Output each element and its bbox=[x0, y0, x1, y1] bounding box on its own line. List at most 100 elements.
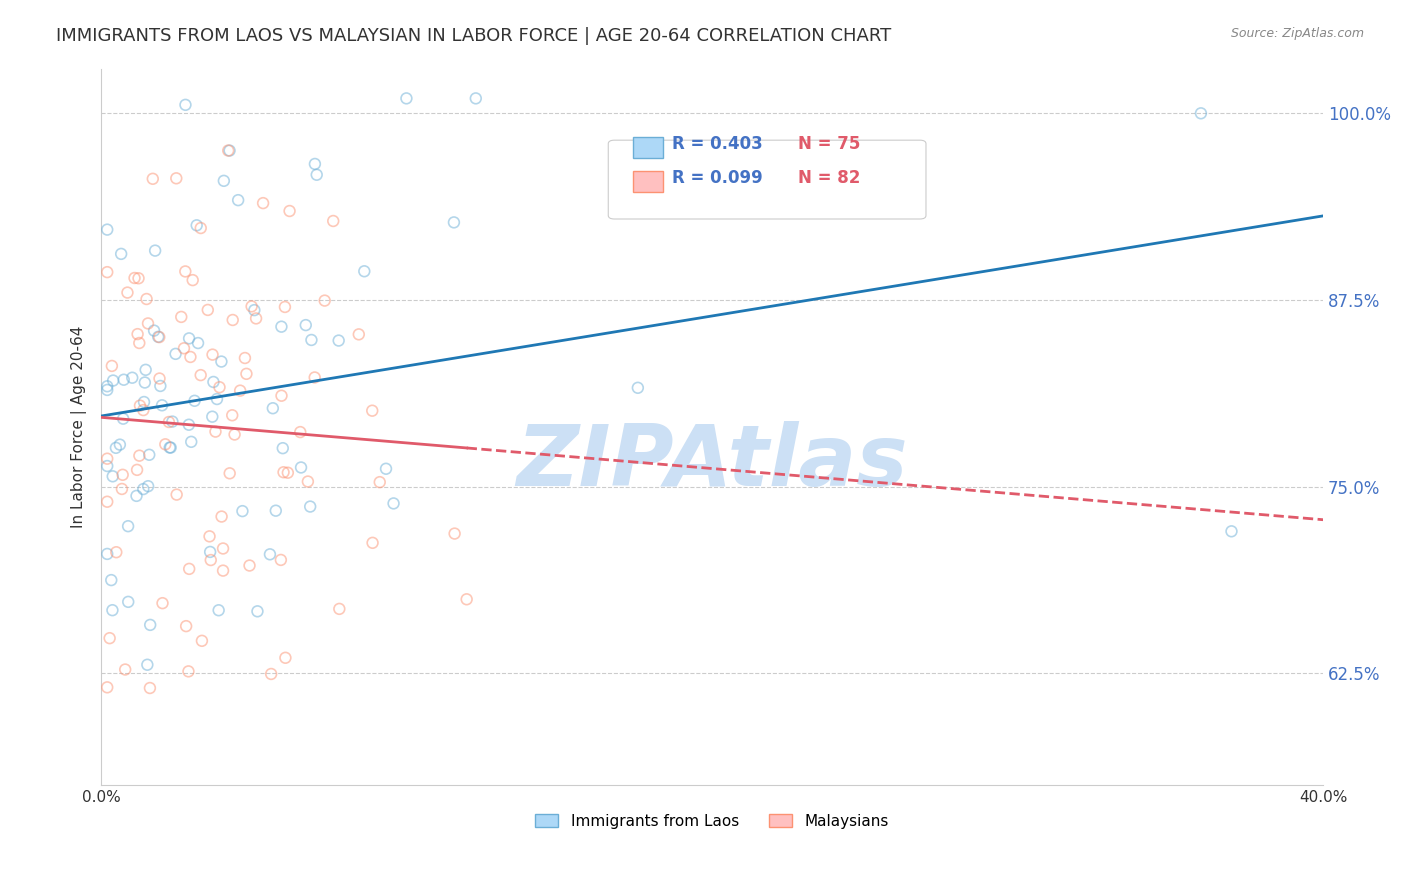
Malaysians bbox=[128, 271, 150, 285]
Malaysians bbox=[273, 465, 295, 479]
Malaysians bbox=[155, 437, 177, 451]
Immigrants from Laos bbox=[135, 363, 157, 377]
Malaysians bbox=[218, 467, 240, 481]
Text: N = 82: N = 82 bbox=[797, 169, 860, 187]
Malaysians bbox=[128, 336, 150, 351]
Immigrants from Laos bbox=[96, 383, 118, 397]
Immigrants from Laos bbox=[150, 398, 173, 412]
Malaysians bbox=[190, 221, 212, 235]
Immigrants from Laos bbox=[262, 401, 284, 416]
Immigrants from Laos bbox=[443, 215, 465, 229]
Malaysians bbox=[222, 313, 245, 327]
Immigrants from Laos bbox=[104, 441, 127, 455]
Immigrants from Laos bbox=[159, 441, 181, 455]
Malaysians bbox=[200, 553, 222, 567]
Malaysians bbox=[135, 292, 157, 306]
Malaysians bbox=[274, 300, 297, 314]
Malaysians bbox=[179, 350, 201, 364]
Malaysians bbox=[139, 681, 162, 695]
Malaysians bbox=[204, 425, 226, 439]
Immigrants from Laos bbox=[464, 91, 486, 105]
Immigrants from Laos bbox=[246, 604, 269, 618]
Malaysians bbox=[274, 650, 297, 665]
Immigrants from Laos bbox=[134, 376, 156, 390]
Immigrants from Laos bbox=[198, 545, 221, 559]
Immigrants from Laos bbox=[218, 144, 240, 158]
Immigrants from Laos bbox=[159, 441, 181, 455]
Malaysians bbox=[277, 466, 299, 480]
Malaysians bbox=[456, 592, 478, 607]
Immigrants from Laos bbox=[112, 411, 135, 425]
Immigrants from Laos bbox=[395, 91, 418, 105]
Immigrants from Laos bbox=[231, 504, 253, 518]
Malaysians bbox=[322, 214, 344, 228]
Immigrants from Laos bbox=[177, 331, 200, 345]
Text: R = 0.099: R = 0.099 bbox=[672, 169, 762, 187]
Malaysians bbox=[96, 451, 118, 466]
Immigrants from Laos bbox=[208, 603, 231, 617]
Immigrants from Laos bbox=[96, 547, 118, 561]
Malaysians bbox=[443, 526, 465, 541]
Malaysians bbox=[190, 368, 212, 383]
Malaysians bbox=[157, 415, 180, 429]
Immigrants from Laos bbox=[183, 393, 205, 408]
Immigrants from Laos bbox=[209, 354, 232, 368]
Immigrants from Laos bbox=[202, 375, 225, 389]
Malaysians bbox=[174, 619, 197, 633]
Malaysians bbox=[170, 310, 193, 324]
Malaysians bbox=[101, 359, 124, 373]
Malaysians bbox=[129, 399, 152, 413]
Malaysians bbox=[96, 494, 118, 508]
Immigrants from Laos bbox=[162, 415, 184, 429]
Malaysians bbox=[233, 351, 256, 365]
Malaysians bbox=[361, 536, 384, 550]
Immigrants from Laos bbox=[121, 370, 143, 384]
Malaysians bbox=[235, 367, 257, 381]
Malaysians bbox=[111, 467, 134, 482]
Immigrants from Laos bbox=[132, 482, 155, 496]
Malaysians bbox=[260, 667, 283, 681]
Immigrants from Laos bbox=[177, 417, 200, 432]
Immigrants from Laos bbox=[96, 379, 118, 393]
Malaysians bbox=[165, 171, 187, 186]
Malaysians bbox=[111, 482, 134, 496]
Malaysians bbox=[152, 596, 174, 610]
Malaysians bbox=[105, 545, 128, 559]
Immigrants from Laos bbox=[353, 264, 375, 278]
FancyBboxPatch shape bbox=[633, 171, 664, 193]
Malaysians bbox=[174, 264, 197, 278]
Immigrants from Laos bbox=[149, 379, 172, 393]
Immigrants from Laos bbox=[174, 98, 197, 112]
Malaysians bbox=[197, 302, 219, 317]
Malaysians bbox=[278, 204, 301, 219]
Immigrants from Laos bbox=[101, 603, 124, 617]
Immigrants from Laos bbox=[136, 479, 159, 493]
Malaysians bbox=[128, 449, 150, 463]
Text: R = 0.403: R = 0.403 bbox=[672, 135, 762, 153]
Malaysians bbox=[179, 562, 201, 576]
Immigrants from Laos bbox=[243, 303, 266, 318]
Malaysians bbox=[125, 463, 148, 477]
Y-axis label: In Labor Force | Age 20-64: In Labor Force | Age 20-64 bbox=[72, 326, 87, 528]
Immigrants from Laos bbox=[212, 174, 235, 188]
Malaysians bbox=[166, 487, 188, 501]
Text: Source: ZipAtlas.com: Source: ZipAtlas.com bbox=[1230, 27, 1364, 40]
Malaysians bbox=[208, 380, 231, 394]
Immigrants from Laos bbox=[108, 437, 131, 451]
Immigrants from Laos bbox=[101, 374, 124, 388]
Immigrants from Laos bbox=[125, 489, 148, 503]
Malaysians bbox=[328, 602, 350, 616]
Immigrants from Laos bbox=[138, 448, 160, 462]
Malaysians bbox=[368, 475, 391, 490]
Legend: Immigrants from Laos, Malaysians: Immigrants from Laos, Malaysians bbox=[529, 807, 896, 835]
Text: N = 75: N = 75 bbox=[797, 135, 860, 153]
Malaysians bbox=[212, 541, 235, 556]
Immigrants from Laos bbox=[136, 657, 159, 672]
Text: IMMIGRANTS FROM LAOS VS MALAYSIAN IN LABOR FORCE | AGE 20-64 CORRELATION CHART: IMMIGRANTS FROM LAOS VS MALAYSIAN IN LAB… bbox=[56, 27, 891, 45]
Immigrants from Laos bbox=[143, 244, 166, 258]
Malaysians bbox=[181, 273, 204, 287]
Malaysians bbox=[314, 293, 336, 308]
Immigrants from Laos bbox=[186, 219, 208, 233]
Immigrants from Laos bbox=[96, 222, 118, 236]
Immigrants from Laos bbox=[117, 595, 139, 609]
